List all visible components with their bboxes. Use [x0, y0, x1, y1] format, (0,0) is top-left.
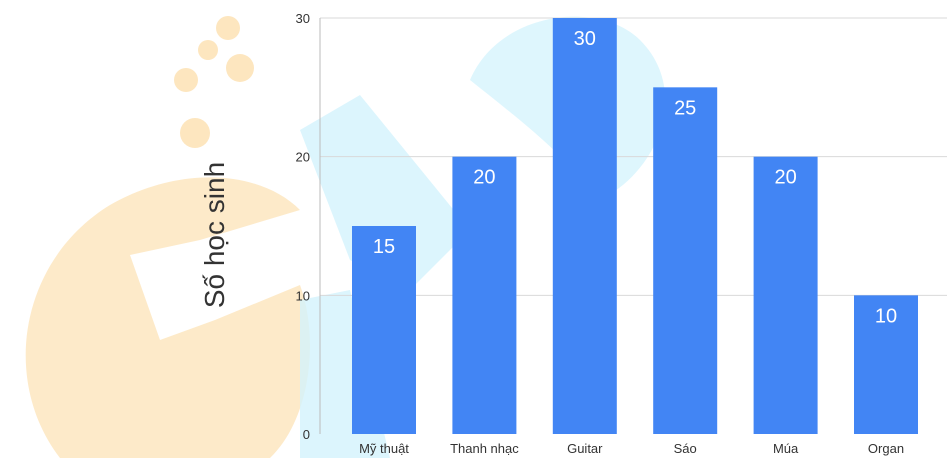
- bar-value-label: 20: [473, 167, 495, 189]
- bar-value-label: 25: [674, 97, 696, 119]
- x-tick-label: Mỹ thuật: [359, 441, 409, 456]
- watermark-dot: [226, 54, 254, 82]
- y-tick-label: 30: [296, 11, 310, 26]
- bar-value-label: 30: [574, 28, 596, 50]
- bar: [854, 295, 918, 434]
- y-axis-title: Số học sinh: [199, 162, 230, 308]
- y-tick-labels: 0 10 20 30: [296, 11, 310, 442]
- x-tick-labels: Mỹ thuật Thanh nhạc Guitar Sáo Múa Organ: [359, 441, 904, 456]
- bar: [452, 156, 517, 434]
- bar-value-label: 10: [875, 305, 897, 327]
- bar: [653, 87, 718, 434]
- x-tick-label: Múa: [773, 441, 799, 456]
- watermark-cyan-shape: [300, 95, 470, 290]
- y-tick-label: 10: [296, 288, 310, 303]
- x-tick-label: Organ: [868, 441, 904, 456]
- grid-lines: [320, 17, 947, 296]
- watermark-dot: [180, 118, 210, 148]
- watermark-orange-shape: [25, 177, 311, 458]
- bars: 15 20 30 25 20 10: [352, 18, 918, 434]
- x-tick-label: Thanh nhạc: [450, 441, 519, 456]
- watermark-dot: [216, 16, 240, 40]
- watermark-dot: [174, 68, 198, 92]
- bar-value-label: 15: [373, 236, 395, 258]
- y-tick-label: 0: [303, 427, 310, 442]
- bar: [552, 18, 617, 434]
- bar-value-label: 20: [774, 167, 796, 189]
- bar: [753, 156, 818, 434]
- bar: [352, 226, 416, 434]
- watermark-dot: [198, 40, 218, 60]
- x-tick-label: Sáo: [674, 441, 697, 456]
- x-tick-label: Guitar: [567, 441, 603, 456]
- y-tick-label: 20: [296, 150, 310, 165]
